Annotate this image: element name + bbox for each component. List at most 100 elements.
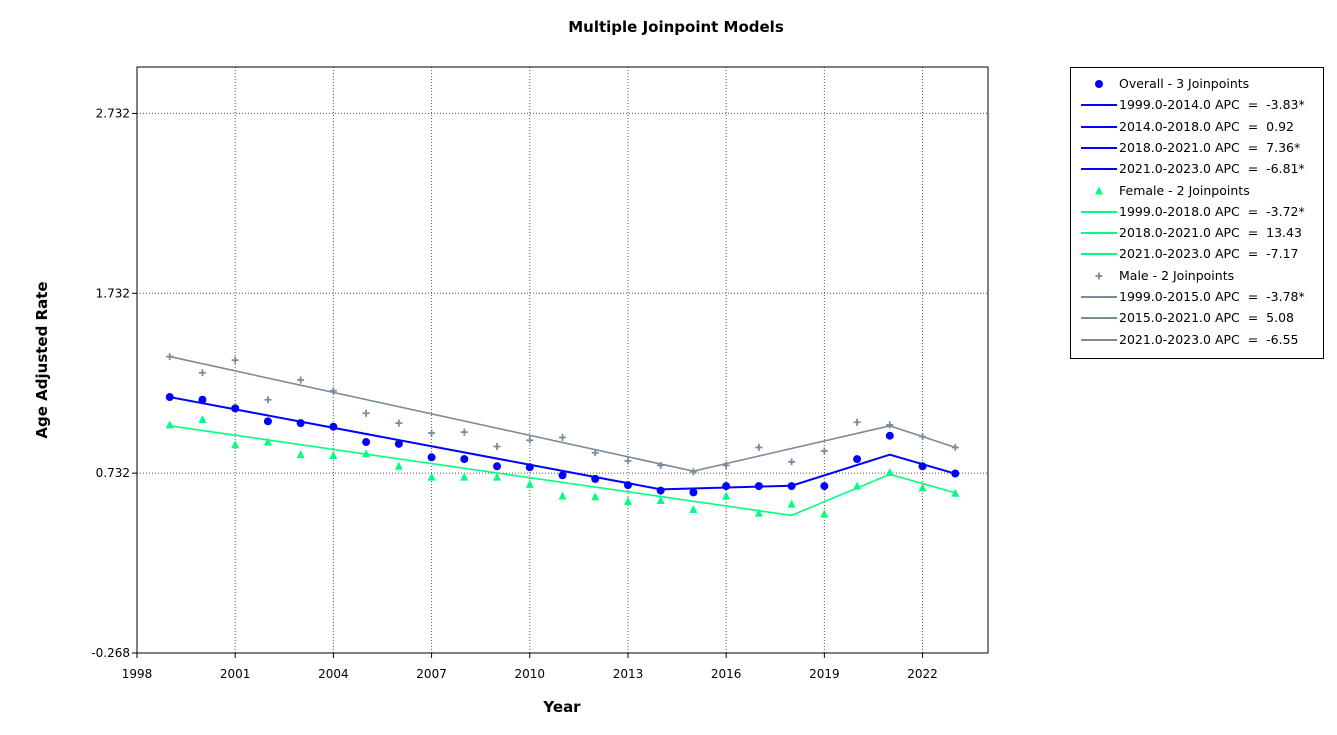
data-point-1 — [689, 504, 698, 513]
data-point-2 — [460, 428, 468, 436]
line-swatch-icon — [1081, 329, 1117, 350]
line-swatch-icon — [1081, 307, 1117, 328]
legend-series-label: Overall - 3 Joinpoints — [1119, 76, 1250, 91]
data-point-1 — [558, 491, 567, 500]
data-point-0 — [656, 486, 665, 495]
data-point-2 — [755, 443, 763, 451]
legend-segment-entry: 2018.0-2021.0 APC = 7.36* — [1071, 137, 1325, 158]
legend-segment-label: 2014.0-2018.0 APC = 0.92 — [1119, 118, 1294, 134]
x-tick-label: 2001 — [220, 667, 251, 681]
data-point-1 — [885, 468, 894, 477]
x-tick-label: 2016 — [711, 667, 742, 681]
data-point-1 — [722, 491, 731, 500]
data-point-1 — [198, 415, 207, 424]
data-point-0 — [525, 463, 534, 472]
data-point-2 — [624, 457, 632, 465]
triangle-marker-icon — [1081, 180, 1117, 201]
line-swatch-icon — [1081, 94, 1117, 115]
data-point-1 — [820, 509, 829, 518]
data-point-2 — [329, 387, 337, 395]
data-point-0 — [231, 404, 240, 413]
data-point-2 — [853, 418, 861, 426]
data-point-2 — [493, 443, 501, 451]
data-point-0 — [591, 474, 600, 483]
x-axis-label: Year — [543, 698, 581, 716]
data-point-0 — [787, 482, 796, 491]
data-point-0 — [623, 481, 632, 490]
legend-segment-entry: 2021.0-2023.0 APC = -7.17 — [1071, 243, 1325, 264]
line-swatch-icon — [1081, 158, 1117, 179]
data-point-2 — [951, 443, 959, 451]
legend-series-entry: Female - 2 Joinpoints — [1071, 180, 1325, 201]
legend-segment-entry: 1999.0-2015.0 APC = -3.78* — [1071, 286, 1325, 307]
legend-series-entry: Male - 2 Joinpoints — [1071, 265, 1325, 286]
x-tick-label: 2022 — [907, 667, 938, 681]
plus-marker-icon — [1081, 265, 1117, 286]
line-swatch-icon — [1081, 243, 1117, 264]
data-point-2 — [166, 353, 174, 361]
data-point-1 — [362, 449, 371, 458]
data-point-1 — [296, 450, 305, 459]
legend-segment-entry: 2014.0-2018.0 APC = 0.92 — [1071, 116, 1325, 137]
plot-frame — [136, 66, 989, 654]
data-point-2 — [788, 458, 796, 466]
data-point-1 — [918, 483, 927, 492]
legend-marker — [1095, 186, 1103, 194]
data-point-2 — [657, 461, 665, 469]
circle-marker-icon — [1081, 73, 1117, 94]
legend-segment-label: 2021.0-2023.0 APC = -6.81* — [1119, 161, 1305, 177]
y-tick-label: 2.732 — [96, 106, 130, 120]
data-point-1 — [787, 499, 796, 508]
data-point-2 — [722, 461, 730, 469]
data-point-0 — [689, 488, 698, 497]
y-tick-label: 1.732 — [96, 286, 130, 300]
data-point-0 — [885, 431, 894, 440]
data-point-1 — [493, 472, 502, 481]
legend-segment-label: 2021.0-2023.0 APC = -6.55 — [1119, 331, 1299, 347]
y-tick-label: 0.732 — [96, 466, 130, 480]
data-point-2 — [591, 449, 599, 457]
data-point-2 — [526, 436, 534, 444]
x-tick-label: 1998 — [122, 667, 153, 681]
data-point-2 — [886, 421, 894, 429]
data-point-0 — [918, 462, 927, 471]
data-point-0 — [853, 455, 862, 464]
data-point-2 — [264, 396, 272, 404]
legend-segment-label: 2021.0-2023.0 APC = -7.17 — [1119, 246, 1299, 262]
legend-segment-entry: 2021.0-2023.0 APC = -6.55 — [1071, 329, 1325, 350]
legend-segment-entry: 2015.0-2021.0 APC = 5.08 — [1071, 307, 1325, 328]
data-point-1 — [427, 472, 436, 481]
data-point-0 — [296, 419, 305, 428]
legend-marker — [1095, 80, 1103, 88]
data-point-0 — [263, 417, 272, 426]
legend-segment-entry: 1999.0-2018.0 APC = -3.72* — [1071, 201, 1325, 222]
data-point-1 — [525, 479, 534, 488]
data-point-0 — [460, 455, 469, 464]
data-point-0 — [722, 482, 731, 491]
data-point-1 — [329, 451, 338, 460]
data-point-1 — [591, 492, 600, 501]
x-tick-label: 2007 — [416, 667, 447, 681]
data-point-0 — [427, 453, 436, 462]
data-point-2 — [559, 434, 566, 442]
data-point-0 — [820, 482, 829, 491]
data-point-1 — [853, 481, 862, 490]
data-point-2 — [297, 376, 305, 384]
data-point-0 — [198, 395, 207, 404]
legend-segment-label: 2018.0-2021.0 APC = 13.43 — [1119, 225, 1302, 241]
data-point-0 — [362, 438, 371, 447]
legend-series-label: Male - 2 Joinpoints — [1119, 267, 1235, 283]
data-point-2 — [231, 356, 239, 364]
legend: Overall - 3 Joinpoints 1999.0-2014.0 APC … — [1070, 67, 1324, 359]
data-point-0 — [165, 393, 174, 402]
data-point-1 — [623, 496, 632, 505]
y-tick-label: -0.268 — [91, 646, 130, 660]
x-tick-label: 2019 — [809, 667, 840, 681]
data-point-1 — [754, 508, 763, 517]
line-swatch-icon — [1081, 137, 1117, 158]
legend-segment-label: 2015.0-2021.0 APC = 5.08 — [1119, 310, 1294, 326]
data-point-2 — [689, 468, 697, 476]
legend-series-entry: Overall - 3 Joinpoints — [1071, 73, 1325, 94]
data-point-2 — [395, 419, 403, 427]
